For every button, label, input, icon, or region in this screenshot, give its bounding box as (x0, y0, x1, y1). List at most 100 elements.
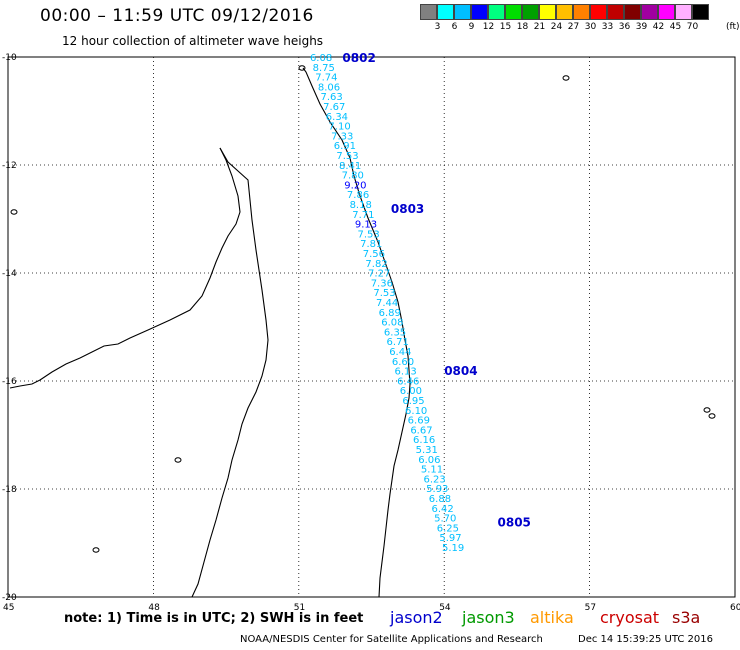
swh-value-label: 5.93 (426, 484, 448, 495)
lat-tick-label: -16 (2, 377, 17, 387)
lat-tick-label: -10 (2, 53, 17, 63)
lat-tick-label: -12 (2, 161, 17, 171)
legend-swatch (675, 4, 692, 20)
track-time-label: 0803 (391, 202, 424, 216)
map-frame (7, 56, 736, 598)
swh-value-label: 7.67 (323, 102, 345, 113)
legend-label: 45 (669, 22, 682, 32)
swh-value-label: 7.36 (371, 278, 393, 289)
legend-label: 30 (584, 22, 597, 32)
lon-tick-label: 57 (585, 603, 596, 613)
swh-value-label: 7.33 (331, 131, 353, 142)
swh-value-label: 6.88 (429, 494, 451, 505)
swh-value-label: 5.19 (442, 543, 464, 554)
swh-value-label: 6.23 (424, 474, 446, 485)
lat-tick-label: -20 (2, 593, 17, 603)
swh-value-label: 8.41 (339, 161, 361, 172)
legend-label: 21 (533, 22, 546, 32)
legend-swatch (641, 4, 658, 20)
island-outline (703, 407, 711, 413)
swh-value-label: 6.35 (384, 327, 406, 338)
legend-label: 33 (601, 22, 614, 32)
swh-value-label: 6.71 (387, 337, 409, 348)
satellite-label-jason2: jason2 (390, 608, 443, 627)
swh-value-label: 5.31 (416, 445, 438, 456)
legend-label: 27 (567, 22, 580, 32)
generated-timestamp: Dec 14 15:39:25 UTC 2016 (578, 634, 713, 645)
lon-tick-label: 48 (148, 603, 160, 613)
swh-value-label: 6.95 (402, 396, 424, 407)
legend-label: 36 (618, 22, 631, 32)
swh-value-label: 7.71 (352, 210, 374, 221)
lat-tick-label: -18 (2, 485, 17, 495)
swh-value-label: 6.60 (392, 357, 414, 368)
east-coastline (302, 67, 411, 598)
swh-value-label: 7.82 (365, 259, 387, 270)
swh-value-label: 6.10 (405, 406, 427, 417)
swh-value-label: 7.81 (360, 239, 382, 250)
legend-swatch (692, 4, 709, 20)
legend-swatch (590, 4, 607, 20)
legend-label: 70 (686, 22, 699, 32)
swh-value-label: 7.53 (357, 229, 379, 240)
legend-swatch (607, 4, 624, 20)
satellite-label-altika: altika (530, 608, 574, 627)
legend-label: 12 (482, 22, 495, 32)
swh-value-label: 5.11 (421, 465, 443, 476)
legend-swatch (539, 4, 556, 20)
swh-value-label: 7.27 (368, 269, 390, 280)
swh-value-label: 8.06 (318, 82, 340, 93)
legend-label: 42 (652, 22, 665, 32)
island-outline (92, 547, 100, 553)
swh-value-label: 9.20 (344, 180, 366, 191)
swh-value-label: 5.97 (439, 533, 461, 544)
swh-value-label: 8.75 (313, 63, 335, 74)
swh-value-label: 7.10 (328, 122, 350, 133)
legend-swatch (658, 4, 675, 20)
swh-value-label: 6.46 (397, 376, 419, 387)
island-outline (298, 65, 306, 71)
swh-value-label: 7.56 (363, 249, 385, 260)
swh-value-label: 7.63 (321, 92, 343, 103)
legend-swatch (522, 4, 539, 20)
lat-tick-label: -14 (2, 269, 17, 279)
legend-swatch (437, 4, 454, 20)
island-outline (10, 209, 18, 215)
island-outline (562, 75, 570, 81)
lon-tick-label: 45 (3, 603, 14, 613)
west-coastline (9, 147, 241, 389)
legend-label: 9 (468, 22, 475, 32)
swh-value-label: 7.53 (336, 151, 358, 162)
lon-tick-label: 60 (730, 603, 740, 613)
track-time-label: 0804 (444, 364, 477, 378)
legend-label: 18 (516, 22, 529, 32)
swh-value-label: 7.80 (342, 171, 364, 182)
legend-unit: (ft) (726, 22, 740, 32)
swh-value-label: 6.34 (326, 112, 348, 123)
satellite-label-jason3: jason3 (462, 608, 515, 627)
swh-value-label: 6.16 (413, 435, 435, 446)
lon-tick-label: 51 (294, 603, 305, 613)
legend-label: 6 (451, 22, 458, 32)
swh-value-label: 6.25 (437, 523, 459, 534)
swh-value-label: 8.18 (350, 200, 372, 211)
satellite-label-cryosat: cryosat (600, 608, 660, 627)
map-subtitle: 12 hour collection of altimeter wave hei… (62, 34, 324, 48)
swh-value-label: 7.44 (376, 298, 398, 309)
swh-value-label: 6.00 (400, 386, 422, 397)
swh-value-label: 6.06 (418, 455, 440, 466)
island-outline (174, 457, 182, 463)
swh-value-label: 6.44 (389, 347, 411, 358)
swh-value-label: 6.42 (431, 504, 453, 515)
legend-label: 15 (499, 22, 512, 32)
swh-value-label: 6.91 (334, 141, 356, 152)
map-title: 00:00 – 11:59 UTC 09/12/2016 (40, 6, 314, 26)
swh-value-label: 7.74 (315, 73, 337, 84)
swh-value-label: 9.13 (355, 220, 377, 231)
swh-value-label: 7.53 (373, 288, 395, 299)
track-time-label: 0805 (498, 515, 531, 529)
satellite-label-s3a: s3a (672, 608, 701, 627)
legend-label: 3 (434, 22, 441, 32)
swh-value-label: 7.86 (347, 190, 369, 201)
